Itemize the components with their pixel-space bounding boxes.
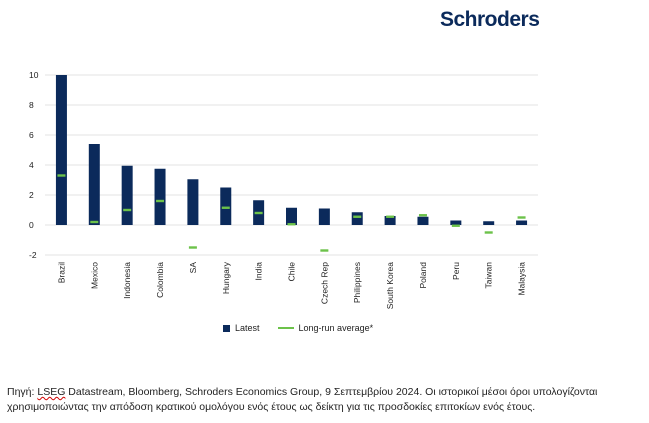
y-tick-label: 8 xyxy=(29,100,34,110)
y-axis-ticks: 10 8 6 4 2 0 -2 xyxy=(29,70,39,260)
brand-logo: Schroders xyxy=(440,8,540,31)
marker-average xyxy=(90,220,99,224)
marker-average xyxy=(320,249,329,252)
bar-latest xyxy=(187,179,199,225)
legend-swatch-latest xyxy=(223,324,230,332)
x-category-label: Indonesia xyxy=(122,262,132,299)
marker-average xyxy=(517,216,526,219)
x-category-label: Mexico xyxy=(89,262,99,289)
x-category-label: Taiwan xyxy=(484,262,494,289)
marker-average xyxy=(353,215,362,218)
source-note: Πηγή: LSEG Datastream, Bloomberg, Schrod… xyxy=(7,385,647,415)
marker-average xyxy=(123,208,132,212)
y-tick-label: 10 xyxy=(29,70,39,80)
x-axis-labels: Brazil Mexico Indonesia Colombia SA Hungary In… xyxy=(56,261,526,309)
marker-average xyxy=(156,199,165,203)
x-category-label: Philippines xyxy=(352,262,362,303)
bar-latest xyxy=(121,165,133,225)
bar-chart: 10 8 6 4 2 0 -2 Brazil Mexico Indonesia Colombia S… xyxy=(29,70,538,309)
marker-average xyxy=(451,224,460,227)
marker-average xyxy=(287,223,296,226)
bar-latest xyxy=(318,208,330,225)
source-underlined: LSEG xyxy=(37,386,66,398)
gridlines xyxy=(45,74,538,256)
x-category-label: Colombia xyxy=(155,262,165,298)
marker-average xyxy=(188,246,197,249)
legend-label-latest: Latest xyxy=(235,323,260,333)
x-category-label: South Korea xyxy=(385,262,395,310)
marker-average xyxy=(221,206,230,209)
bar-latest xyxy=(286,207,297,225)
y-tick-label: 6 xyxy=(29,130,34,140)
y-tick-label: 2 xyxy=(29,190,34,200)
x-category-label: Brazil xyxy=(56,262,66,283)
legend-item-latest: Latest xyxy=(223,323,260,333)
marker-average xyxy=(57,174,66,177)
legend: Latest Long-run average* xyxy=(223,323,391,333)
bar-latest xyxy=(384,216,396,225)
bar-latest xyxy=(450,220,462,225)
bar-latest xyxy=(516,220,528,225)
x-category-label: India xyxy=(254,262,264,281)
marker-average xyxy=(484,231,493,234)
bars xyxy=(55,75,528,225)
x-category-label: SA xyxy=(188,262,198,274)
marker-average xyxy=(386,215,395,218)
bar-latest xyxy=(417,216,429,225)
x-category-label: Peru xyxy=(451,262,461,280)
x-category-label: Hungary xyxy=(221,261,231,294)
y-tick-label: 0 xyxy=(29,220,34,230)
source-prefix: Πηγή: xyxy=(7,386,38,398)
source-text: Datastream, Bloomberg, Schroders Economi… xyxy=(7,386,598,413)
bar-latest xyxy=(55,75,67,225)
bar-latest xyxy=(154,168,166,225)
legend-label-average: Long-run average* xyxy=(298,323,374,333)
marker-average xyxy=(418,214,427,217)
x-category-label: Malaysia xyxy=(517,262,527,296)
bar-latest xyxy=(483,221,495,225)
legend-swatch-average xyxy=(277,327,294,329)
x-category-label: Czech Rep xyxy=(319,262,329,304)
x-category-label: Chile xyxy=(287,262,297,282)
y-tick-label: -2 xyxy=(29,250,37,260)
bar-latest xyxy=(220,187,232,225)
average-markers xyxy=(57,174,526,252)
x-category-label: Poland xyxy=(418,262,428,289)
bar-latest xyxy=(351,212,363,225)
bar-latest xyxy=(88,144,100,225)
legend-item-average: Long-run average* xyxy=(277,323,374,333)
marker-average xyxy=(254,211,263,215)
y-tick-label: 4 xyxy=(29,160,34,170)
